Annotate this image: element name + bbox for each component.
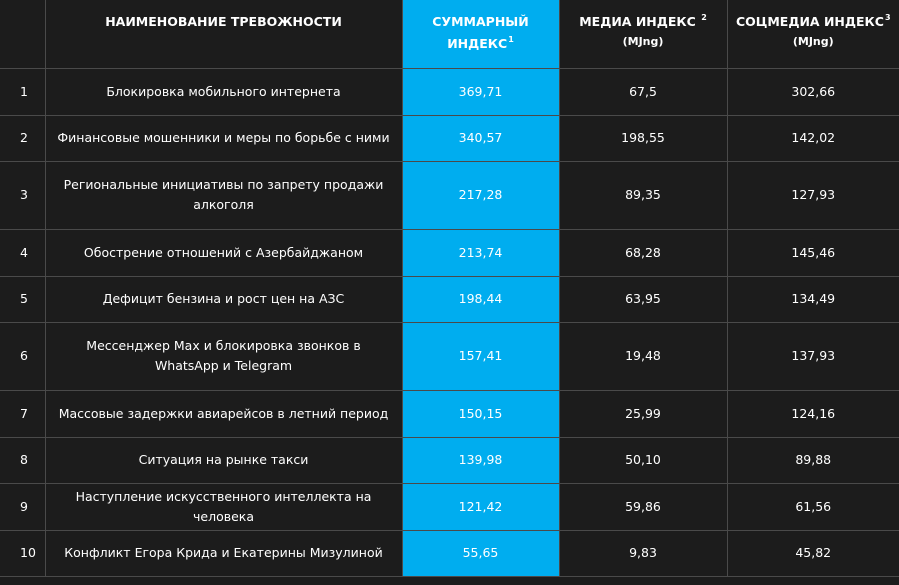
table-row: 10 Конфликт Егора Крида и Екатерины Мизу… bbox=[0, 530, 899, 577]
row-number: 6 bbox=[0, 322, 46, 391]
row-name: Ситуация на рынке такси bbox=[45, 437, 403, 484]
row-name: Мессенджер Max и блокировка звонков в Wh… bbox=[45, 322, 403, 391]
row-total-index: 217,28 bbox=[402, 161, 560, 230]
row-total-index: 55,65 bbox=[402, 530, 560, 577]
row-social-index: 45,82 bbox=[727, 530, 899, 577]
table-row: 3 Региональные инициативы по запрету про… bbox=[0, 161, 899, 230]
table-row: 8 Ситуация на рынке такси 139,98 50,10 8… bbox=[0, 437, 899, 484]
header-social-label: СОЦМЕДИА ИНДЕКС bbox=[735, 14, 884, 29]
row-social-index: 127,93 bbox=[727, 161, 899, 230]
row-name: Наступление искусственного интеллекта на… bbox=[45, 483, 403, 531]
row-total-index: 121,42 bbox=[402, 483, 560, 531]
row-total-index: 213,74 bbox=[402, 229, 560, 277]
row-media-index: 67,5 bbox=[559, 68, 728, 116]
row-number: 9 bbox=[0, 483, 46, 531]
table-row: 7 Массовые задержки авиарейсов в летний … bbox=[0, 390, 899, 438]
row-media-index: 59,86 bbox=[559, 483, 728, 531]
footnote-1: 1 bbox=[508, 35, 514, 44]
row-social-index: 142,02 bbox=[727, 115, 899, 162]
header-social-unit: (MJng) bbox=[792, 35, 834, 48]
row-number: 7 bbox=[0, 390, 46, 438]
footnote-2: 2 bbox=[701, 13, 707, 22]
row-social-index: 137,93 bbox=[727, 322, 899, 391]
row-number: 8 bbox=[0, 437, 46, 484]
row-name: Конфликт Егора Крида и Екатерины Мизулин… bbox=[45, 530, 403, 577]
row-name: Дефицит бензина и рост цен на АЗС bbox=[45, 276, 403, 323]
row-social-index: 61,56 bbox=[727, 483, 899, 531]
row-media-index: 9,83 bbox=[559, 530, 728, 577]
row-social-index: 124,16 bbox=[727, 390, 899, 438]
row-total-index: 150,15 bbox=[402, 390, 560, 438]
table-row: 4 Обострение отношений с Азербайджаном 2… bbox=[0, 229, 899, 277]
row-social-index: 145,46 bbox=[727, 229, 899, 277]
header-total-index: СУММАРНЫЙ ИНДЕКС1 bbox=[402, 0, 560, 69]
row-total-index: 198,44 bbox=[402, 276, 560, 323]
row-total-index: 157,41 bbox=[402, 322, 560, 391]
header-total-line2: ИНДЕКС bbox=[447, 36, 508, 51]
row-name: Обострение отношений с Азербайджаном bbox=[45, 229, 403, 277]
row-number: 5 bbox=[0, 276, 46, 323]
row-name: Блокировка мобильного интернета bbox=[45, 68, 403, 116]
row-name: Финансовые мошенники и меры по борьбе с … bbox=[45, 115, 403, 162]
table-row: 9 Наступление искусственного интеллекта … bbox=[0, 483, 899, 531]
row-number: 3 bbox=[0, 161, 46, 230]
row-media-index: 25,99 bbox=[559, 390, 728, 438]
row-number: 1 bbox=[0, 68, 46, 116]
footnote-3: 3 bbox=[884, 13, 891, 22]
row-social-index: 302,66 bbox=[727, 68, 899, 116]
row-media-index: 50,10 bbox=[559, 437, 728, 484]
header-media-index: МЕДИА ИНДЕКС 2 (MJng) bbox=[559, 0, 728, 69]
table-row: 6 Мессенджер Max и блокировка звонков в … bbox=[0, 322, 899, 391]
table-row: 1 Блокировка мобильного интернета 369,71… bbox=[0, 68, 899, 116]
table-header-row: НАИМЕНОВАНИЕ ТРЕВОЖНОСТИ СУММАРНЫЙ ИНДЕК… bbox=[0, 0, 899, 69]
row-media-index: 19,48 bbox=[559, 322, 728, 391]
table-row: 5 Дефицит бензина и рост цен на АЗС 198,… bbox=[0, 276, 899, 323]
row-number: 4 bbox=[0, 229, 46, 277]
row-number: 2 bbox=[0, 115, 46, 162]
row-total-index: 369,71 bbox=[402, 68, 560, 116]
table-row: 2 Финансовые мошенники и меры по борьбе … bbox=[0, 115, 899, 162]
row-name: Массовые задержки авиарейсов в летний пе… bbox=[45, 390, 403, 438]
header-number bbox=[0, 0, 46, 69]
header-media-label: МЕДИА ИНДЕКС bbox=[579, 14, 696, 29]
row-media-index: 198,55 bbox=[559, 115, 728, 162]
row-social-index: 89,88 bbox=[727, 437, 899, 484]
row-number: 10 bbox=[0, 530, 46, 577]
row-total-index: 340,57 bbox=[402, 115, 560, 162]
row-total-index: 139,98 bbox=[402, 437, 560, 484]
row-social-index: 134,49 bbox=[727, 276, 899, 323]
row-media-index: 68,28 bbox=[559, 229, 728, 277]
header-media-unit: (MJng) bbox=[622, 35, 664, 48]
header-total-line1: СУММАРНЫЙ bbox=[432, 14, 529, 29]
row-media-index: 63,95 bbox=[559, 276, 728, 323]
row-media-index: 89,35 bbox=[559, 161, 728, 230]
header-social-index: СОЦМЕДИА ИНДЕКС3 (MJng) bbox=[727, 0, 899, 69]
row-name: Региональные инициативы по запрету прода… bbox=[45, 161, 403, 230]
header-name: НАИМЕНОВАНИЕ ТРЕВОЖНОСТИ bbox=[45, 0, 403, 69]
